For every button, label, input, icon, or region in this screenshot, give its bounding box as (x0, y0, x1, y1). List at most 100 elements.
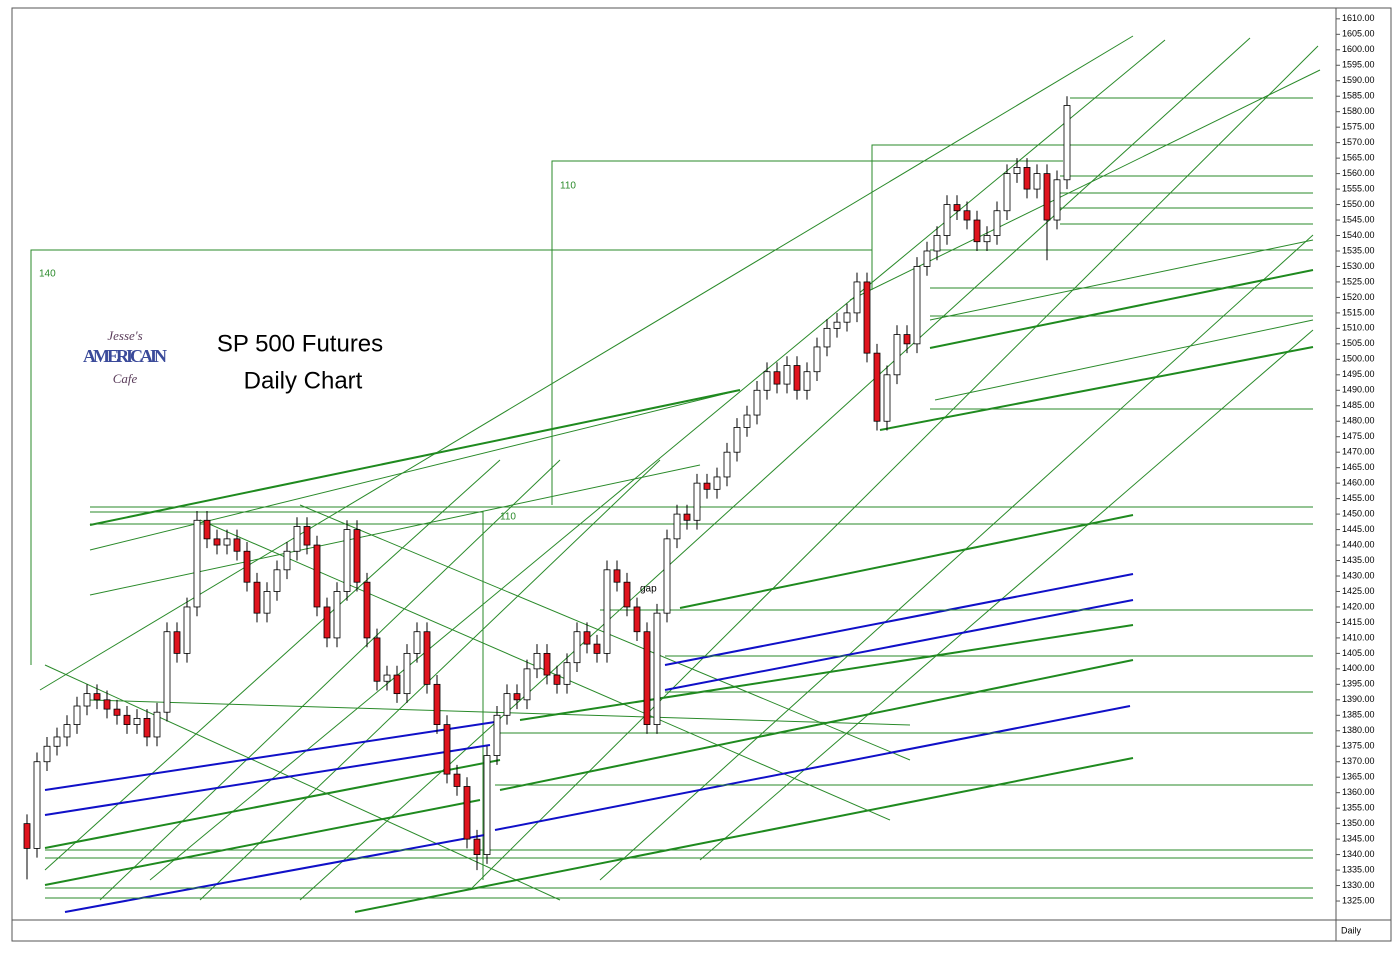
candle-body (863, 281, 871, 354)
candle-body (933, 235, 941, 252)
candle-body (323, 606, 331, 639)
candle-body (53, 736, 61, 747)
candle-body (613, 569, 621, 583)
candle-body (623, 581, 631, 608)
candle-body (483, 755, 491, 855)
y-tick-label: 1575.00 (1342, 122, 1375, 132)
candle-body (283, 550, 291, 571)
candle-body (603, 569, 611, 654)
logo-bottom: Cafe (113, 371, 138, 386)
candle-body (803, 371, 811, 391)
candle-body (273, 569, 281, 592)
y-tick-label: 1605.00 (1342, 29, 1375, 39)
candle-body (1033, 173, 1041, 190)
box-110b (90, 511, 484, 880)
candle-body (1013, 167, 1021, 175)
y-tick-label: 1345.00 (1342, 833, 1375, 843)
candle-body (63, 724, 71, 738)
candle-body (393, 674, 401, 695)
y-tick-label: 1430.00 (1342, 570, 1375, 580)
y-tick-label: 1470.00 (1342, 447, 1375, 457)
trend-lines (30, 35, 1321, 913)
candle-body (143, 717, 151, 738)
box-110 (551, 160, 1063, 505)
candle-body (883, 374, 891, 422)
y-tick-label: 1540.00 (1342, 230, 1375, 240)
y-tick-label: 1325.00 (1342, 895, 1375, 905)
candle-body (713, 476, 721, 490)
y-tick-label: 1530.00 (1342, 261, 1375, 271)
candle-body (633, 606, 641, 633)
y-tick-label: 1405.00 (1342, 648, 1375, 658)
candle-body (693, 482, 701, 521)
y-tick-label: 1595.00 (1342, 60, 1375, 70)
candle-body (233, 538, 241, 552)
y-tick-label: 1360.00 (1342, 787, 1375, 797)
candle-body (813, 346, 821, 373)
y-tick-label: 1480.00 (1342, 416, 1375, 426)
candle-body (913, 266, 921, 345)
logo: Jesse's AMERICAIN Cafe (83, 328, 167, 386)
candle-body (93, 693, 101, 701)
candle-body (1003, 173, 1011, 212)
y-tick-label: 1585.00 (1342, 91, 1375, 101)
candle-body (673, 513, 681, 540)
candle-body (943, 204, 951, 236)
candle-body (263, 591, 271, 614)
candle-body (423, 631, 431, 685)
y-tick-label: 1520.00 (1342, 292, 1375, 302)
candle-body (783, 365, 791, 385)
candle-body (213, 538, 221, 546)
y-tick-label: 1365.00 (1342, 772, 1375, 782)
y-tick-label: 1495.00 (1342, 369, 1375, 379)
candle-body (223, 538, 231, 546)
y-tick-label: 1425.00 (1342, 586, 1375, 596)
candle-body (193, 519, 201, 608)
candle-body (903, 334, 911, 345)
y-tick-label: 1560.00 (1342, 168, 1375, 178)
candle-body (773, 371, 781, 385)
y-tick-label: 1500.00 (1342, 354, 1375, 364)
annotation: 140 (39, 269, 56, 280)
candle-body (653, 612, 661, 725)
candle-body (1063, 105, 1071, 181)
candle-body (173, 631, 181, 654)
candle-body (293, 526, 301, 552)
candle-body (1053, 179, 1061, 221)
y-tick-label: 1590.00 (1342, 75, 1375, 85)
period-label: Daily (1341, 925, 1362, 935)
candle-body (303, 526, 311, 546)
candle-body (793, 365, 801, 391)
y-tick-label: 1475.00 (1342, 431, 1375, 441)
y-tick-label: 1580.00 (1342, 106, 1375, 116)
y-tick-label: 1550.00 (1342, 199, 1375, 209)
logo-top: Jesse's (107, 328, 142, 343)
candle-body (843, 312, 851, 323)
candle-body (23, 823, 31, 849)
candle-body (363, 581, 371, 639)
candle-body (543, 652, 551, 676)
candle-body (83, 693, 91, 707)
annotation: 110 (500, 512, 516, 523)
y-tick-label: 1510.00 (1342, 323, 1375, 333)
y-tick-label: 1505.00 (1342, 338, 1375, 348)
candle-body (1043, 173, 1051, 221)
candle-body (733, 427, 741, 453)
y-tick-label: 1570.00 (1342, 137, 1375, 147)
candle-body (493, 714, 501, 756)
y-tick-label: 1565.00 (1342, 153, 1375, 163)
candle-body (73, 705, 81, 725)
y-tick-label: 1435.00 (1342, 555, 1375, 565)
y-tick-label: 1455.00 (1342, 493, 1375, 503)
y-tick-label: 1350.00 (1342, 818, 1375, 828)
y-tick-label: 1390.00 (1342, 694, 1375, 704)
candle-body (333, 591, 341, 639)
chart-title: SP 500 Futures (217, 330, 383, 357)
candle-body (123, 714, 131, 725)
candle-body (313, 544, 321, 608)
candle-body (683, 513, 691, 521)
y-tick-label: 1535.00 (1342, 245, 1375, 255)
y-tick-label: 1445.00 (1342, 524, 1375, 534)
logo-middle: AMERICAIN (83, 346, 167, 366)
